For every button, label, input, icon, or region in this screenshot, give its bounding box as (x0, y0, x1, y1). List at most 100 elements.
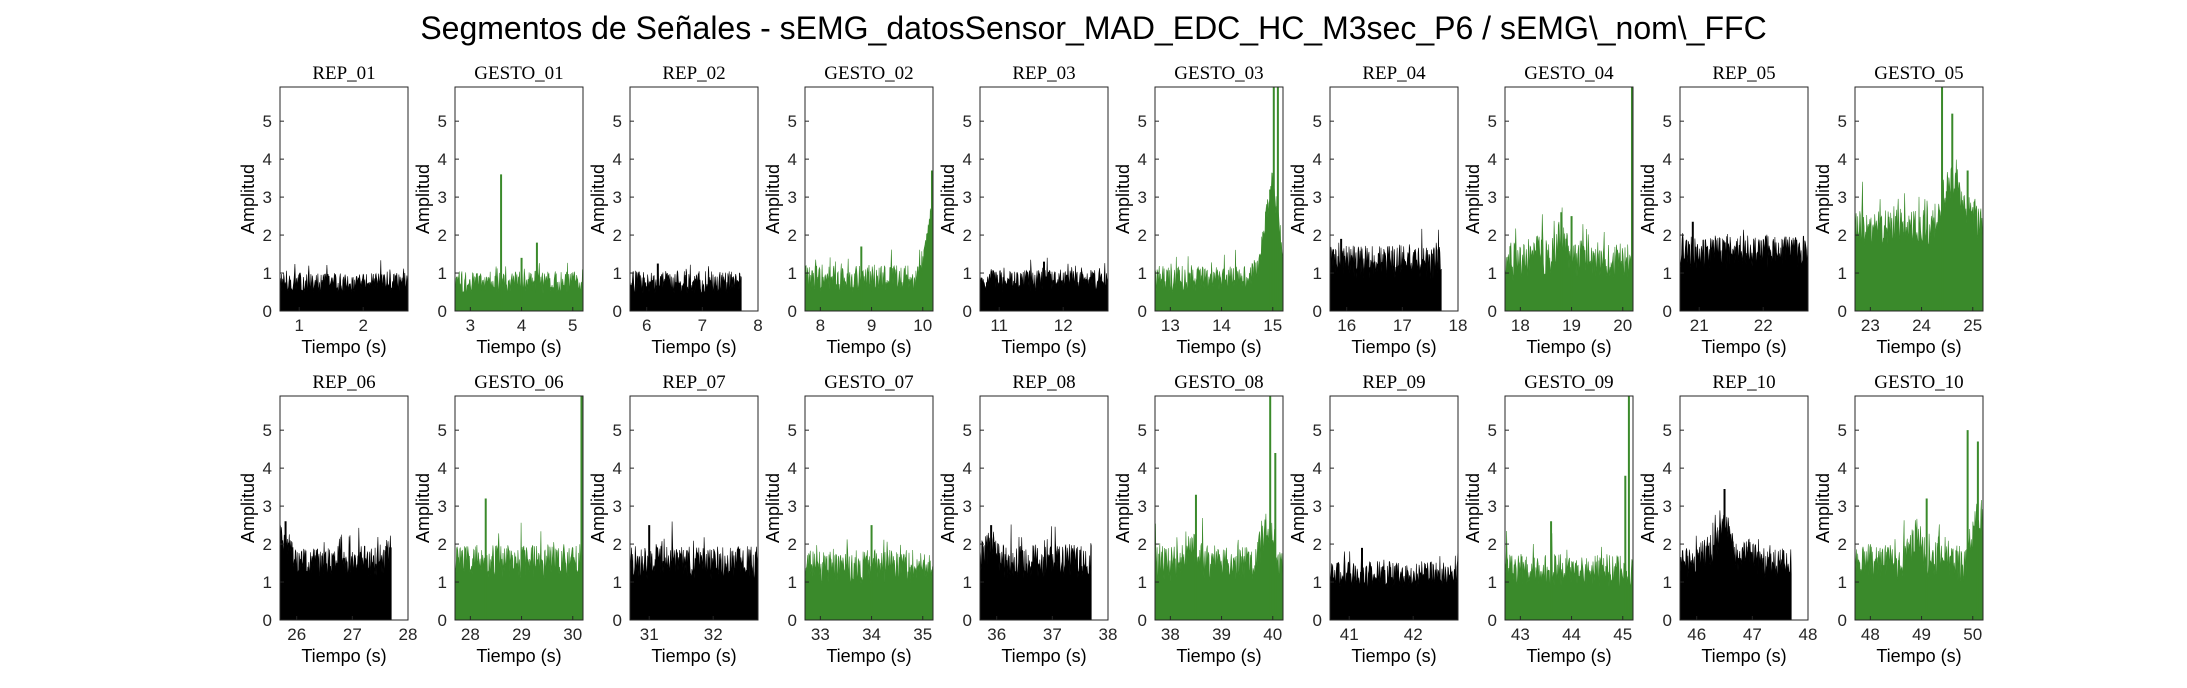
y-tick-label: 1 (1488, 573, 1497, 592)
y-tick-label: 4 (1838, 459, 1847, 478)
y-tick-label: 4 (438, 150, 447, 169)
x-axis-label: Tiempo (s) (476, 646, 561, 666)
x-tick-label: 29 (512, 625, 531, 644)
x-tick-label: 43 (1511, 625, 1530, 644)
y-tick-label: 4 (1488, 150, 1497, 169)
y-axis-label: Amplitud (1813, 164, 1833, 234)
signal-area (629, 521, 759, 621)
y-tick-label: 1 (1313, 573, 1322, 592)
subplot-title: GESTO_07 (824, 372, 913, 393)
axes-box (804, 395, 934, 621)
y-tick-label: 5 (438, 112, 447, 131)
y-tick-label: 3 (1663, 188, 1672, 207)
y-tick-label: 4 (438, 459, 447, 478)
y-tick-label: 1 (1488, 264, 1497, 283)
y-tick-label: 4 (1838, 150, 1847, 169)
x-tick-label: 1 (294, 316, 303, 335)
x-tick-label: 48 (1861, 625, 1880, 644)
y-tick-label: 2 (1663, 535, 1672, 554)
x-tick-label: 48 (1799, 625, 1818, 644)
y-tick-label: 1 (613, 573, 622, 592)
y-axis-label: Amplitud (588, 473, 608, 543)
x-tick-label: 36 (987, 625, 1006, 644)
y-tick-label: 2 (613, 226, 622, 245)
y-tick-label: 0 (1488, 302, 1497, 321)
y-tick-label: 1 (1838, 264, 1847, 283)
subplot-title: REP_01 (312, 63, 375, 84)
axes-box (804, 86, 934, 312)
axes-box (1504, 395, 1634, 621)
y-axis-label: Amplitud (1288, 473, 1308, 543)
y-tick-label: 1 (263, 264, 272, 283)
x-tick-label: 28 (461, 625, 480, 644)
y-tick-label: 3 (1488, 497, 1497, 516)
subplot-rep-04: 0 1 2 3 4 5 16 17 18 REP_04 Tiempo (s) Amplitud (1288, 63, 1467, 357)
y-tick-label: 2 (1138, 535, 1147, 554)
y-axis-label: Amplitud (1113, 473, 1133, 543)
axes-box (1679, 395, 1809, 621)
y-tick-label: 2 (788, 535, 797, 554)
signal-area (1154, 513, 1284, 621)
x-tick-label: 28 (399, 625, 418, 644)
y-tick-label: 0 (263, 611, 272, 630)
x-tick-label: 31 (640, 625, 659, 644)
x-tick-label: 12 (1054, 316, 1073, 335)
x-tick-label: 8 (816, 316, 825, 335)
y-axis-label: Amplitud (938, 164, 958, 234)
y-tick-label: 3 (1138, 497, 1147, 516)
y-tick-label: 3 (263, 188, 272, 207)
y-tick-label: 2 (438, 226, 447, 245)
subplot-title: GESTO_04 (1524, 63, 1614, 84)
x-tick-label: 34 (862, 625, 881, 644)
y-tick-label: 1 (438, 573, 447, 592)
subplot-title: REP_03 (1012, 63, 1075, 84)
x-tick-label: 25 (1963, 316, 1982, 335)
y-tick-label: 4 (263, 459, 272, 478)
y-tick-label: 1 (438, 264, 447, 283)
subplot-title: GESTO_05 (1874, 63, 1963, 84)
y-tick-label: 0 (1838, 302, 1847, 321)
subplot-title: GESTO_09 (1524, 372, 1613, 393)
x-tick-label: 3 (466, 316, 475, 335)
y-tick-label: 2 (1488, 535, 1497, 554)
axes-box (979, 86, 1109, 312)
subplot-rep-05: 0 1 2 3 4 5 21 22 REP_05 Tiempo (s) Amplitud (1638, 63, 1809, 357)
y-axis-label: Amplitud (1638, 164, 1658, 234)
y-tick-label: 5 (788, 112, 797, 131)
x-tick-label: 50 (1963, 625, 1982, 644)
signal-area (804, 208, 934, 312)
subplot-gesto-02: 0 1 2 3 4 5 8 9 10 GESTO_02 Tiempo (s) Amplitud (763, 63, 934, 357)
y-tick-label: 0 (1313, 302, 1322, 321)
y-axis-label: Amplitud (413, 473, 433, 543)
x-tick-label: 27 (343, 625, 362, 644)
y-axis-label: Amplitud (763, 473, 783, 543)
y-tick-label: 1 (1663, 264, 1672, 283)
x-tick-label: 17 (1393, 316, 1412, 335)
x-tick-label: 46 (1687, 625, 1706, 644)
axes-box (1854, 86, 1984, 312)
x-tick-label: 10 (913, 316, 932, 335)
signal-area (804, 539, 934, 621)
y-tick-label: 1 (1838, 573, 1847, 592)
y-axis-label: Amplitud (238, 164, 258, 234)
y-tick-label: 2 (963, 226, 972, 245)
y-tick-label: 4 (1663, 459, 1672, 478)
x-tick-label: 20 (1613, 316, 1632, 335)
y-tick-label: 3 (438, 497, 447, 516)
x-axis-label: Tiempo (s) (1526, 337, 1611, 357)
y-tick-label: 0 (438, 611, 447, 630)
y-tick-label: 3 (1313, 497, 1322, 516)
y-tick-label: 4 (1138, 459, 1147, 478)
y-tick-label: 2 (1488, 226, 1497, 245)
axes-box (454, 86, 584, 312)
y-tick-label: 0 (788, 611, 797, 630)
x-tick-label: 15 (1263, 316, 1282, 335)
y-tick-label: 5 (613, 421, 622, 440)
y-tick-label: 3 (963, 497, 972, 516)
subplot-title: GESTO_08 (1174, 372, 1263, 393)
